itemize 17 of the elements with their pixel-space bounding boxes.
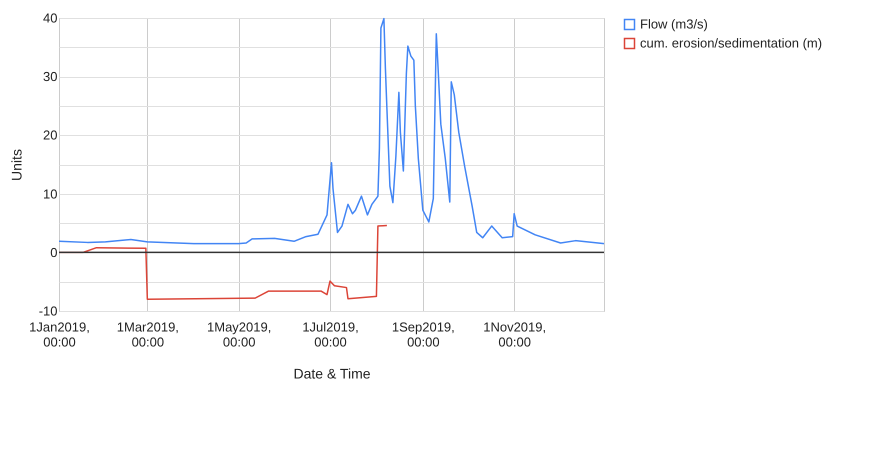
y-tick-label: 30 (43, 69, 58, 84)
x-axis-title: Date & Time (293, 366, 371, 382)
x-tick-label: 1Jan2019, 00:00 (29, 320, 90, 350)
x-tick-label: 1Nov2019, 00:00 (483, 320, 546, 350)
x-tick-label: 1Mar2019, 00:00 (116, 320, 179, 350)
y-tick-label: 0 (50, 244, 58, 260)
legend-label: cum. erosion/sedimentation (m) (640, 36, 822, 50)
y-tick-label: -10 (38, 304, 58, 318)
y-axis-title: Units (8, 149, 25, 181)
x-tick-label: 1Jul2019, 00:00 (302, 320, 359, 350)
x-tick-label: 1May2019, 00:00 (207, 320, 272, 350)
legend-label: Flow (m3/s) (640, 16, 708, 32)
x-tick-label: 1Sep2019, 00:00 (392, 320, 455, 350)
y-tick-label: 20 (43, 128, 58, 143)
line-series (58, 18, 605, 244)
y-tick-label: 40 (43, 10, 58, 26)
y-tick-label: 10 (43, 186, 58, 202)
